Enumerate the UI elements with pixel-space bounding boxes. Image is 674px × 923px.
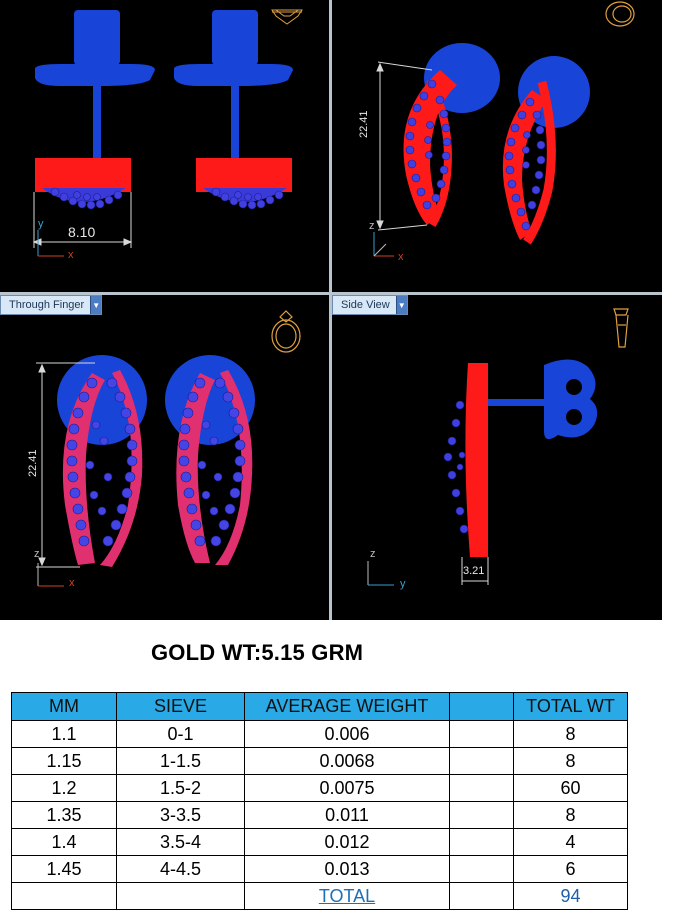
height-dimension: [376, 61, 433, 231]
cell-average-weight: 0.0068: [244, 747, 450, 775]
dimension-label: 22.41: [358, 110, 370, 138]
chevron-down-icon[interactable]: ▼: [395, 296, 407, 314]
cell-sieve: 3-3.5: [116, 801, 245, 829]
cell-average-weight: 0.013: [244, 855, 450, 883]
axis-label-vertical: z: [370, 548, 376, 560]
cell-sieve: 1-1.5: [116, 747, 245, 775]
cell-mm: 1.45: [11, 855, 117, 883]
cell-total-wt: 8: [513, 801, 628, 829]
stone-weight-table: MM SIEVE AVERAGE WEIGHT TOTAL WT 1.1 0-1…: [11, 692, 628, 910]
top-view-render: [32, 9, 303, 257]
cell-sieve: 3.5-4: [116, 828, 245, 856]
table-total-row: TOTAL 94: [11, 882, 628, 910]
ring-icon: [605, 1, 635, 27]
earring-left-top: [35, 10, 155, 210]
earring-side: [443, 359, 598, 557]
cell-mm: 1.35: [11, 801, 117, 829]
cell-blank: [449, 720, 514, 748]
view-name: Through Finger: [1, 296, 91, 314]
height-dimension: [36, 362, 95, 568]
cell-sieve: 0-1: [116, 720, 245, 748]
total-link[interactable]: TOTAL: [318, 885, 376, 906]
cell-total-wt: 8: [513, 720, 628, 748]
axis-gizmo: [367, 561, 394, 586]
perspective-render: [373, 1, 635, 257]
cell-average-weight: 0.011: [244, 801, 450, 829]
header-average-weight: AVERAGE WEIGHT: [244, 692, 450, 721]
earring-right-top: [174, 10, 293, 210]
earring-left-front: [62, 370, 143, 567]
cell-blank: [11, 882, 117, 910]
header-sieve: SIEVE: [116, 692, 245, 721]
cell-total-wt: 8: [513, 747, 628, 775]
viewport-top[interactable]: 8.10 y x: [0, 0, 329, 292]
earring-right-perspective: [502, 80, 556, 245]
header-total-wt: TOTAL WT: [513, 692, 628, 721]
cell-average-weight: 0.006: [244, 720, 450, 748]
earring-right-front: [176, 370, 253, 565]
cell-blank: [449, 801, 514, 829]
cell-mm: 1.4: [11, 828, 117, 856]
cell-blank: [449, 828, 514, 856]
table-row: 1.35 3-3.5 0.011 8: [11, 801, 628, 829]
table-row: 1.45 4-4.5 0.013 6: [11, 855, 628, 883]
viewport-view-selector[interactable]: Side View ▼: [332, 295, 408, 315]
cell-total-wt: 4: [513, 828, 628, 856]
axis-label-vertical: z: [34, 548, 40, 560]
table-row: 1.4 3.5-4 0.012 4: [11, 828, 628, 856]
dimension-label: 22.41: [27, 449, 39, 477]
cell-blank: [449, 882, 514, 910]
front-view-render: [36, 310, 301, 587]
axis-gizmo: [37, 563, 64, 587]
cell-blank: [449, 774, 514, 802]
header-blank: [449, 692, 514, 721]
side-view-render: [367, 308, 629, 586]
axis-label-horizontal: x: [68, 249, 74, 261]
ring-front-icon: [271, 310, 301, 353]
cell-mm: 1.15: [11, 747, 117, 775]
cell-mm: 1.1: [11, 720, 117, 748]
viewport-perspective[interactable]: 22.41 z x: [332, 0, 662, 292]
diamond-icon: [271, 9, 303, 25]
viewport-view-selector[interactable]: Through Finger ▼: [0, 295, 103, 315]
gold-weight-title: GOLD WT:5.15 GRM: [151, 640, 364, 665]
viewport-side[interactable]: Side View ▼: [332, 295, 662, 620]
dimension-label: 8.10: [68, 224, 96, 240]
table-header-row: MM SIEVE AVERAGE WEIGHT TOTAL WT: [11, 692, 628, 721]
axis-label-horizontal: y: [400, 578, 406, 590]
axis-label-vertical: y: [38, 218, 44, 230]
cell-average-weight: 0.0075: [244, 774, 450, 802]
cell-sieve: 4-4.5: [116, 855, 245, 883]
total-value: 94: [513, 882, 628, 910]
earring-left-perspective: [403, 70, 457, 228]
cell-mm: 1.2: [11, 774, 117, 802]
cell-sieve: 1.5-2: [116, 774, 245, 802]
header-mm: MM: [11, 692, 117, 721]
axis-label-vertical: z: [369, 220, 375, 232]
table-row: 1.2 1.5-2 0.0075 60: [11, 774, 628, 802]
cad-viewport-grid: 8.10 y x: [0, 0, 662, 620]
dimension-label: 3.21: [463, 565, 485, 577]
depth-dimension: [461, 557, 489, 585]
ring-side-icon: [613, 308, 629, 348]
table-row: 1.15 1-1.5 0.0068 8: [11, 747, 628, 775]
view-name: Side View: [333, 296, 396, 314]
axis-label-horizontal: x: [398, 251, 404, 263]
axis-gizmo: [373, 232, 394, 257]
cell-blank: [449, 855, 514, 883]
axis-label-horizontal: x: [69, 577, 75, 589]
table-row: 1.1 0-1 0.006 8: [11, 720, 628, 748]
viewport-through-finger[interactable]: Through Finger ▼: [0, 295, 329, 620]
cell-total-wt: 60: [513, 774, 628, 802]
chevron-down-icon[interactable]: ▼: [90, 296, 102, 314]
total-label[interactable]: TOTAL: [244, 882, 450, 910]
cell-total-wt: 6: [513, 855, 628, 883]
cell-blank: [116, 882, 245, 910]
axis-gizmo: [37, 230, 64, 257]
cell-average-weight: 0.012: [244, 828, 450, 856]
cell-blank: [449, 747, 514, 775]
